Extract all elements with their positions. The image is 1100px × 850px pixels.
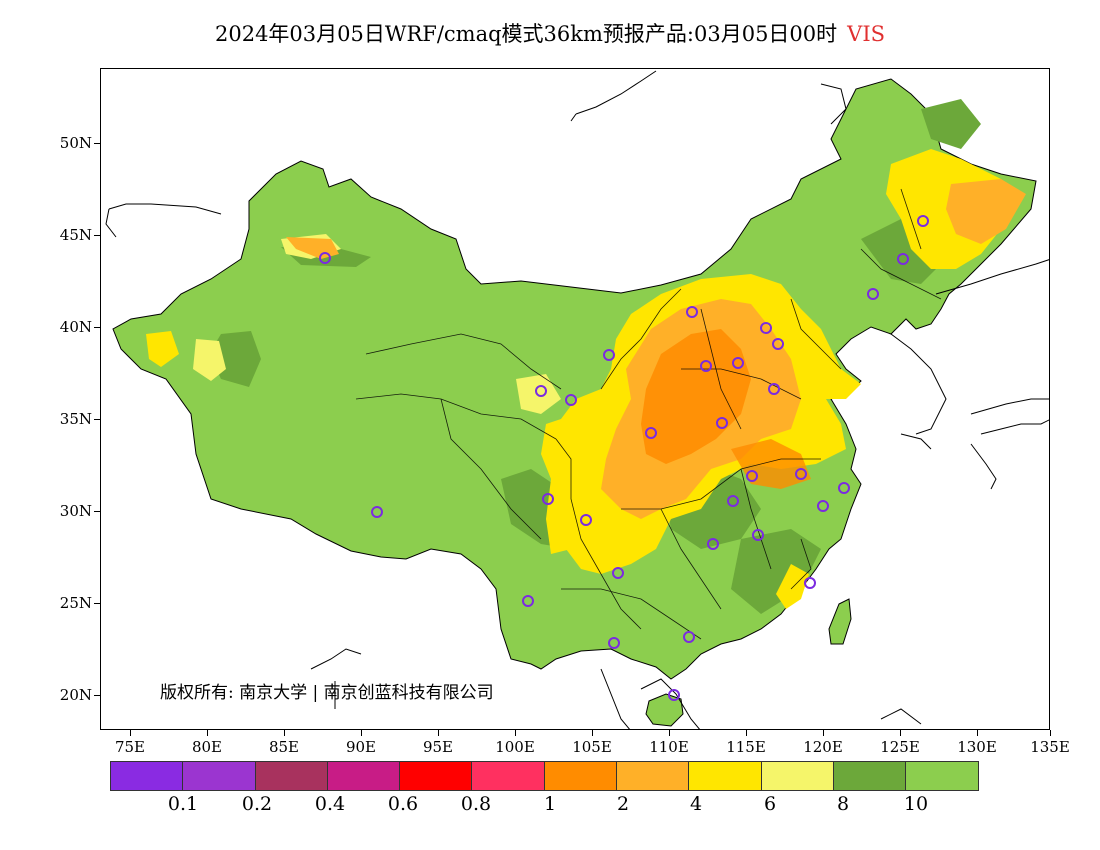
lat-label: 45N [40, 226, 100, 244]
station-marker [897, 253, 909, 265]
station-marker [683, 631, 695, 643]
legend-label: 4 [689, 793, 703, 815]
legend-label: 10 [903, 793, 929, 815]
legend-label: 0.1 [167, 793, 199, 815]
legend-label: 0.2 [241, 793, 273, 815]
legend-swatch [543, 761, 618, 791]
lat-label: 35N [40, 410, 100, 428]
lat-label: 25N [40, 594, 100, 612]
copyright-text: 版权所有: 南京大学 | 南京创蓝科技有限公司 [160, 683, 494, 703]
legend-swatch [254, 761, 328, 791]
station-marker [746, 470, 758, 482]
taiwan-island [828, 598, 852, 645]
station-marker [319, 252, 331, 264]
lon-label: 95E [413, 730, 463, 756]
station-marker [817, 500, 829, 512]
legend-swatch [688, 761, 762, 791]
station-marker [580, 514, 592, 526]
station-marker [772, 338, 784, 350]
station-marker [700, 360, 712, 372]
lon-label: 105E [567, 730, 617, 756]
lon-label: 75E [105, 730, 155, 756]
station-marker [804, 577, 816, 589]
station-marker [716, 417, 728, 429]
legend-label: 0.4 [314, 793, 346, 815]
legend-label: 8 [836, 793, 850, 815]
color-legend [110, 761, 979, 791]
legend-swatch [399, 761, 473, 791]
visibility-map [105, 70, 1049, 729]
lon-label: 130E [952, 730, 1002, 756]
title-text: 2024年03月05日WRF/cmaq模式36km预报产品:03月05日00时 [214, 22, 838, 46]
legend-swatch [832, 761, 907, 791]
station-marker [608, 637, 620, 649]
station-marker [645, 427, 657, 439]
station-marker [795, 468, 807, 480]
station-marker [838, 482, 850, 494]
station-marker [535, 385, 547, 397]
station-marker [603, 349, 615, 361]
station-marker [371, 506, 383, 518]
legend-label: 0.6 [387, 793, 419, 815]
legend-label: 2 [616, 793, 630, 815]
station-marker [686, 306, 698, 318]
lon-label: 85E [259, 730, 309, 756]
legend-swatch [760, 761, 834, 791]
map-panel[interactable] [100, 68, 1050, 730]
lon-label: 115E [721, 730, 771, 756]
lon-label: 125E [875, 730, 925, 756]
station-marker [727, 495, 739, 507]
legend-label: 0.8 [460, 793, 492, 815]
station-marker [760, 322, 772, 334]
map-title: 2024年03月05日WRF/cmaq模式36km预报产品:03月05日00时 V… [0, 18, 1100, 48]
station-marker [522, 595, 534, 607]
legend-swatch [182, 761, 256, 791]
station-marker [668, 689, 680, 701]
lon-label: 90E [336, 730, 386, 756]
legend-swatch [905, 761, 979, 791]
station-marker [768, 383, 780, 395]
station-marker [565, 394, 577, 406]
legend-swatch [326, 761, 401, 791]
lon-label: 80E [182, 730, 232, 756]
station-markers [319, 215, 929, 701]
lon-label: 120E [798, 730, 848, 756]
station-marker [612, 567, 624, 579]
legend-label: 1 [543, 793, 557, 815]
legend-swatch [616, 761, 690, 791]
lat-label: 30N [40, 502, 100, 520]
china-landmass [112, 78, 1037, 680]
station-marker [867, 288, 879, 300]
station-marker [707, 538, 719, 550]
legend-label: 6 [763, 793, 777, 815]
lon-label: 100E [490, 730, 540, 756]
station-marker [732, 357, 744, 369]
lat-label: 40N [40, 318, 100, 336]
lon-label: 110E [644, 730, 694, 756]
variable-label: VIS [847, 22, 886, 46]
station-marker [917, 215, 929, 227]
station-marker [542, 493, 554, 505]
legend-swatch [110, 761, 184, 791]
station-marker [752, 529, 764, 541]
lat-label: 50N [40, 134, 100, 152]
lon-label: 135E [1025, 730, 1075, 756]
lat-label: 20N [40, 686, 100, 704]
legend-swatch [471, 761, 545, 791]
